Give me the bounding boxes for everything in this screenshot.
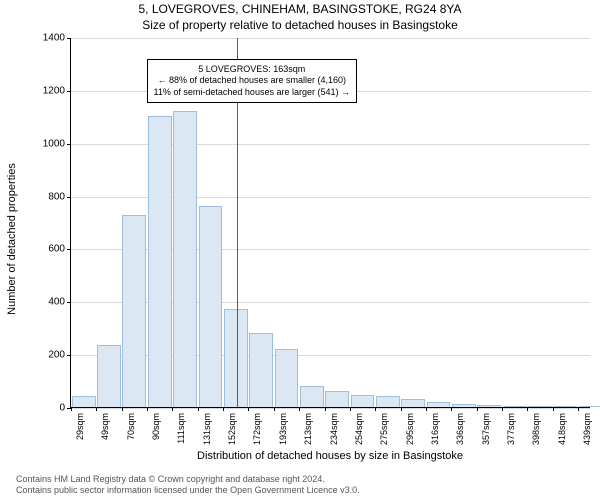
xtick-mark [274,407,275,411]
ytick-label: 1000 [43,138,65,149]
xtick-mark [122,407,123,411]
xtick-label: 398sqm [531,413,541,445]
xtick-label: 131sqm [202,413,212,445]
xtick-label: 111sqm [176,413,186,444]
xtick-mark [375,407,376,411]
xtick-label: 254sqm [354,413,364,445]
xtick-mark [248,407,249,411]
xtick-mark [350,407,351,411]
histogram-bar [452,404,476,407]
ytick-mark [67,355,71,356]
figure-suptitle: 5, LOVEGROVES, CHINEHAM, BASINGSTOKE, RG… [0,2,600,16]
xtick-mark [451,407,452,411]
ytick-mark [67,38,71,39]
xtick-mark [477,407,478,411]
xtick-label: 439sqm [582,413,592,445]
ytick-mark [67,197,71,198]
histogram-bar [300,386,324,407]
histogram-bar [173,111,197,407]
xtick-label: 213sqm [303,413,313,445]
histogram-bar [199,206,223,407]
chart-title: Size of property relative to detached ho… [0,18,600,32]
xtick-mark [172,407,173,411]
histogram-bar [427,402,451,407]
y-axis-label: Number of detached properties [6,87,18,239]
footer-line: Contains HM Land Registry data © Crown c… [16,474,592,485]
ytick-mark [67,302,71,303]
xtick-label: 275sqm [379,413,389,445]
xtick-label: 377sqm [506,413,516,445]
ytick-label: 600 [48,244,65,255]
xtick-label: 172sqm [252,413,262,445]
histogram-bar [579,406,600,407]
histogram-bar [376,396,400,407]
histogram-bar [503,406,527,407]
histogram-bar [351,395,375,407]
histogram-bar [72,396,96,407]
xtick-label: 418sqm [557,413,567,445]
xtick-mark [578,407,579,411]
xtick-mark [96,407,97,411]
xtick-label: 357sqm [481,413,491,445]
xtick-mark [553,407,554,411]
histogram-bar [528,406,552,407]
gridline [71,408,590,409]
ytick-label: 1200 [43,85,65,96]
xtick-mark [401,407,402,411]
histogram-bar [401,399,425,407]
xtick-mark [527,407,528,411]
xtick-mark [147,407,148,411]
histogram-bar [148,116,172,407]
xtick-mark [223,407,224,411]
xtick-mark [198,407,199,411]
xtick-mark [502,407,503,411]
xtick-mark [426,407,427,411]
ytick-mark [67,249,71,250]
figure: 5, LOVEGROVES, CHINEHAM, BASINGSTOKE, RG… [0,0,600,500]
gridline [71,38,590,39]
xtick-label: 70sqm [126,413,136,440]
histogram-bar [275,349,299,407]
histogram-bar [325,391,349,407]
x-axis-label: Distribution of detached houses by size … [70,450,590,462]
plot-area: 020040060080010001200140029sqm49sqm70sqm… [70,38,590,408]
xtick-mark [299,407,300,411]
xtick-mark [325,407,326,411]
ytick-mark [67,144,71,145]
xtick-label: 152sqm [227,413,237,445]
ytick-mark [67,91,71,92]
histogram-bar [97,345,121,407]
xtick-mark [71,407,72,411]
xtick-label: 234sqm [329,413,339,445]
histogram-bar [249,333,273,407]
ytick-label: 1400 [43,33,65,44]
annotation-box: 5 LOVEGROVES: 163sqm← 88% of detached ho… [147,59,357,103]
xtick-label: 29sqm [75,413,85,440]
xtick-label: 295sqm [405,413,415,445]
histogram-bar [477,405,501,407]
ytick-label: 200 [48,350,65,361]
footer-line: Contains public sector information licen… [16,485,592,496]
histogram-bar [122,215,146,407]
annotation-line: ← 88% of detached houses are smaller (4,… [154,75,350,86]
xtick-label: 49sqm [100,413,110,440]
annotation-line: 11% of semi-detached houses are larger (… [154,87,350,98]
ytick-label: 400 [48,297,65,308]
annotation-line: 5 LOVEGROVES: 163sqm [154,64,350,75]
footer-attribution: Contains HM Land Registry data © Crown c… [16,474,592,496]
xtick-label: 316sqm [430,413,440,445]
ytick-label: 800 [48,191,65,202]
xtick-label: 193sqm [278,413,288,445]
histogram-bar [553,406,577,407]
ytick-label: 0 [59,403,65,414]
xtick-label: 90sqm [151,413,161,440]
xtick-label: 336sqm [455,413,465,445]
